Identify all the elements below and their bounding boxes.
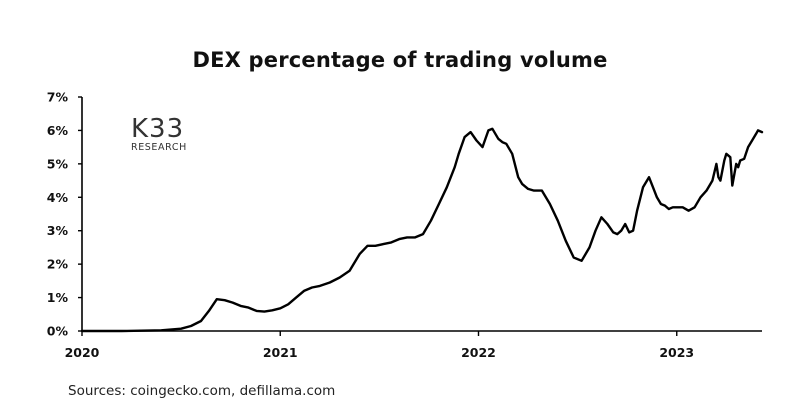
x-tick-label: 2020 [65, 345, 100, 360]
chart-title: DEX percentage of trading volume [192, 48, 608, 72]
series-group [80, 127, 764, 333]
logo-brand: K33 [131, 114, 184, 144]
y-tick-label: 6% [47, 123, 69, 138]
x-tick-label: 2021 [263, 345, 298, 360]
y-tick-label: 2% [47, 257, 69, 272]
source-note: Sources: coingecko.com, defillama.com [68, 383, 336, 399]
y-axis: 0% 1% 2% 3% 4% 5% 6% 7% [47, 90, 83, 339]
x-tick-label: 2022 [461, 345, 496, 360]
k33-research-logo: K33 RESEARCH [131, 114, 187, 153]
x-tick-label: 2023 [659, 345, 694, 360]
y-tick-label: 4% [47, 190, 69, 205]
y-tick-label: 1% [47, 290, 69, 305]
series-line [80, 127, 764, 333]
y-tick-label: 7% [47, 90, 69, 105]
y-tick-label: 3% [47, 223, 69, 238]
x-axis: 2020 2021 2022 2023 [65, 330, 762, 360]
y-tick-label: 0% [47, 324, 69, 339]
logo-sub: RESEARCH [131, 142, 187, 153]
y-tick-label: 5% [47, 156, 69, 171]
